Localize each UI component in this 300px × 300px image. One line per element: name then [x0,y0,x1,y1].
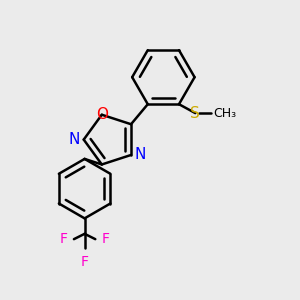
Text: O: O [96,107,108,122]
Text: F: F [81,255,88,268]
Text: S: S [190,106,200,121]
Text: F: F [102,232,110,246]
Text: F: F [59,232,68,246]
Text: N: N [135,148,146,163]
Text: CH₃: CH₃ [213,106,236,120]
Text: N: N [69,132,80,147]
